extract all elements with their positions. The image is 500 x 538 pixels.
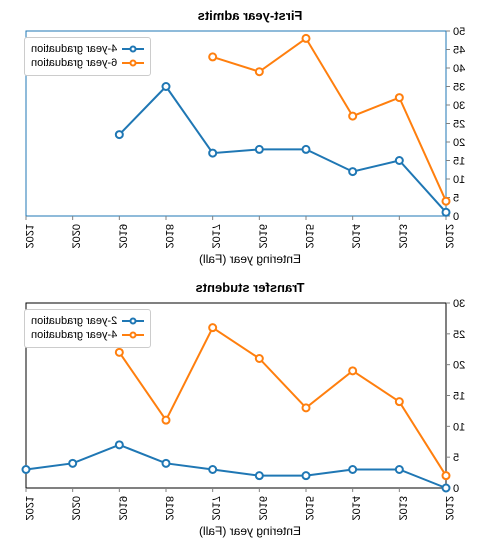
series-marker-1 xyxy=(163,417,170,424)
page: First-year admits Number of students 051… xyxy=(0,0,500,523)
series-marker-1 xyxy=(116,349,123,356)
y-tick-label: 15 xyxy=(453,156,465,168)
series-marker-0 xyxy=(163,83,170,90)
y-tick-label: 30 xyxy=(453,100,465,112)
series-marker-1 xyxy=(349,367,356,374)
series-marker-1 xyxy=(209,324,216,331)
legend-marker-icon xyxy=(122,330,144,340)
series-marker-0 xyxy=(349,168,356,175)
series-marker-1 xyxy=(209,53,216,60)
y-tick-label: 25 xyxy=(453,329,465,341)
x-axis-label-top: Entering year (Fall) xyxy=(6,252,494,266)
x-tick-label: 2016 xyxy=(256,224,268,248)
series-marker-1 xyxy=(303,35,310,42)
panel-first-year: First-year admits Number of students 051… xyxy=(6,8,494,266)
legend-marker-icon xyxy=(122,58,144,68)
legend-item: 4-year graduation xyxy=(31,328,144,342)
legend-label: 6-year graduation xyxy=(31,56,117,70)
series-marker-0 xyxy=(303,146,310,153)
y-tick-label: 50 xyxy=(453,26,465,38)
y-tick-label: 0 xyxy=(453,483,459,495)
y-tick-label: 35 xyxy=(453,82,465,94)
x-tick-label: 2014 xyxy=(350,224,362,248)
series-marker-1 xyxy=(303,404,310,411)
x-axis-label-bottom: Entering year (Fall) xyxy=(6,524,494,538)
series-marker-1 xyxy=(396,94,403,101)
chart-title-top: First-year admits xyxy=(6,8,494,23)
series-marker-0 xyxy=(209,150,216,157)
x-tick-label: 2012 xyxy=(443,224,455,248)
series-marker-0 xyxy=(256,472,263,479)
legend: 4-year graduation6-year graduation xyxy=(24,37,151,76)
x-tick-label: 2014 xyxy=(350,496,362,520)
chart-title-bottom: Transfer students xyxy=(6,280,494,295)
y-tick-label: 45 xyxy=(453,45,465,57)
plot-area-top: Number of students 051015202530354045502… xyxy=(6,25,494,250)
x-tick-label: 2013 xyxy=(396,496,408,520)
x-tick-label: 2017 xyxy=(210,224,222,248)
series-marker-0 xyxy=(396,466,403,473)
x-tick-label: 2019 xyxy=(116,224,128,248)
legend-label: 2-year graduation xyxy=(31,314,117,328)
legend-marker-icon xyxy=(122,316,144,326)
y-tick-label: 30 xyxy=(453,298,465,310)
x-tick-label: 2012 xyxy=(443,496,455,520)
legend-label: 4-year graduation xyxy=(31,42,117,56)
series-marker-0 xyxy=(349,466,356,473)
x-tick-label: 2021 xyxy=(23,496,35,520)
legend: 2-year graduation4-year graduation xyxy=(24,309,151,348)
x-tick-label: 2018 xyxy=(163,224,175,248)
y-tick-label: 10 xyxy=(453,174,465,186)
x-tick-label: 2015 xyxy=(303,496,315,520)
series-marker-1 xyxy=(396,398,403,405)
series-marker-1 xyxy=(349,113,356,120)
y-tick-label: 10 xyxy=(453,421,465,433)
series-marker-0 xyxy=(163,460,170,467)
legend-item: 6-year graduation xyxy=(31,56,144,70)
series-marker-0 xyxy=(23,466,30,473)
legend-label: 4-year graduation xyxy=(31,328,117,342)
x-tick-label: 2015 xyxy=(303,224,315,248)
x-tick-label: 2021 xyxy=(23,224,35,248)
y-tick-label: 5 xyxy=(453,193,459,205)
series-marker-1 xyxy=(443,198,450,205)
y-tick-label: 15 xyxy=(453,391,465,403)
panel-transfer: Transfer students Number of students 051… xyxy=(6,280,494,538)
series-marker-0 xyxy=(443,485,450,492)
x-tick-label: 2020 xyxy=(70,496,82,520)
series-marker-0 xyxy=(69,460,76,467)
legend-item: 2-year graduation xyxy=(31,314,144,328)
series-marker-1 xyxy=(256,355,263,362)
x-tick-label: 2013 xyxy=(396,224,408,248)
y-tick-label: 5 xyxy=(453,452,459,464)
legend-marker-icon xyxy=(122,44,144,54)
series-marker-0 xyxy=(256,146,263,153)
y-tick-label: 40 xyxy=(453,63,465,75)
series-marker-0 xyxy=(116,441,123,448)
x-tick-label: 2016 xyxy=(256,496,268,520)
y-tick-label: 25 xyxy=(453,119,465,131)
x-tick-label: 2018 xyxy=(163,496,175,520)
y-tick-label: 0 xyxy=(453,211,459,223)
panel-gap xyxy=(6,266,494,280)
series-marker-1 xyxy=(443,472,450,479)
x-tick-label: 2019 xyxy=(116,496,128,520)
legend-item: 4-year graduation xyxy=(31,42,144,56)
series-marker-0 xyxy=(443,209,450,216)
series-marker-0 xyxy=(209,466,216,473)
x-tick-label: 2020 xyxy=(70,224,82,248)
series-marker-0 xyxy=(396,157,403,164)
series-marker-0 xyxy=(116,131,123,138)
plot-area-bottom: Number of students 051015202530201220132… xyxy=(6,297,494,522)
series-marker-1 xyxy=(256,68,263,75)
y-tick-label: 20 xyxy=(453,137,465,149)
y-tick-label: 20 xyxy=(453,360,465,372)
series-marker-0 xyxy=(303,472,310,479)
x-tick-label: 2017 xyxy=(210,496,222,520)
